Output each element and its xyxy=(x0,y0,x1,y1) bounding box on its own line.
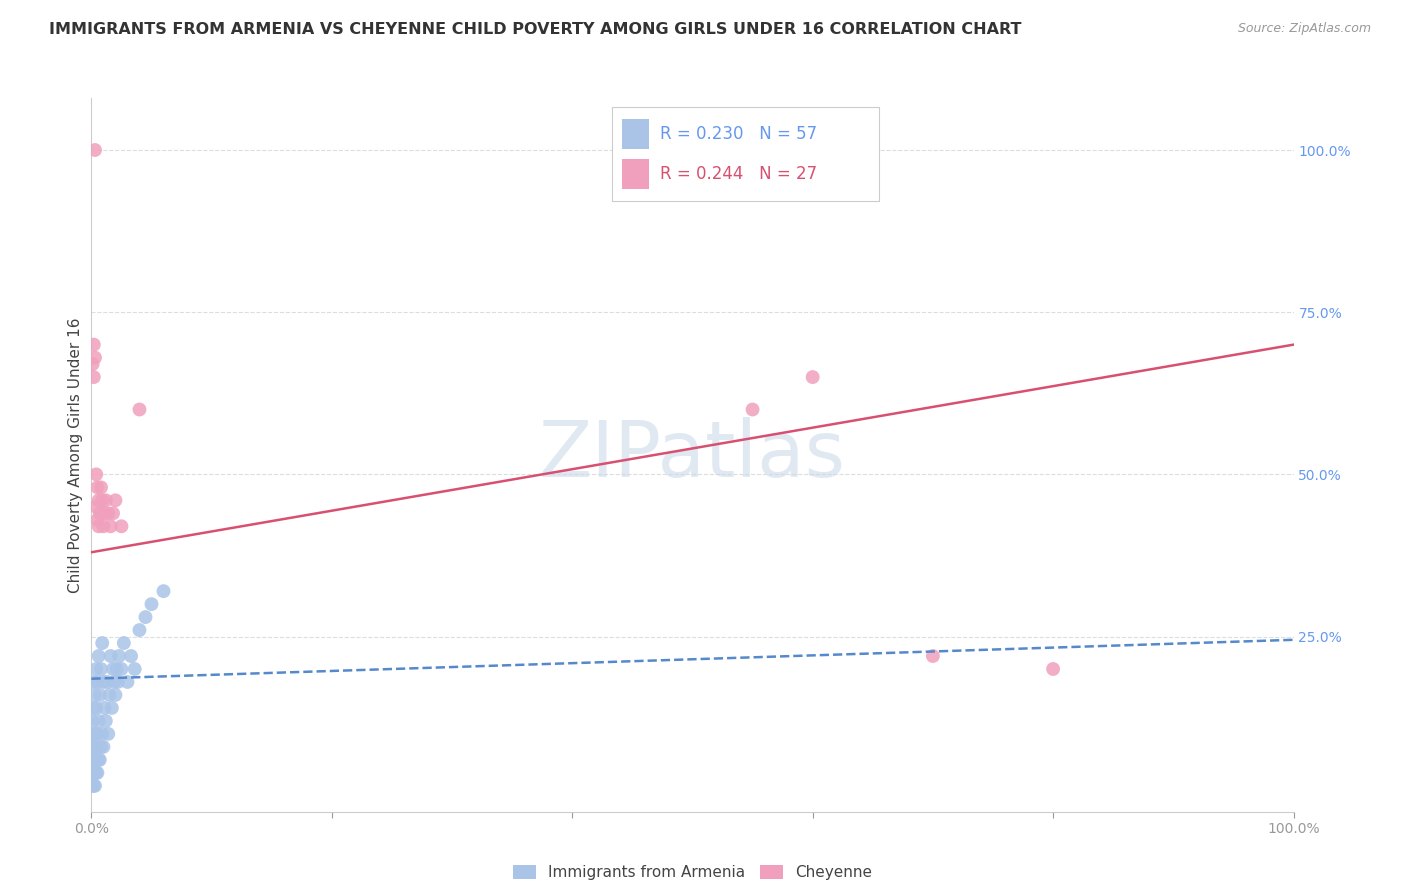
Point xyxy=(82,779,104,793)
Point xyxy=(107,675,129,690)
Point xyxy=(801,370,824,384)
Point xyxy=(97,506,120,520)
Point xyxy=(93,519,115,533)
Point xyxy=(97,727,120,741)
Point xyxy=(90,480,112,494)
Point xyxy=(84,467,107,482)
Point xyxy=(91,636,114,650)
Text: ZIPatlas: ZIPatlas xyxy=(538,417,846,493)
Point xyxy=(82,357,104,371)
Point xyxy=(108,648,131,663)
Point xyxy=(90,739,112,754)
Bar xyxy=(623,160,650,189)
Text: Source: ZipAtlas.com: Source: ZipAtlas.com xyxy=(1237,22,1371,36)
Point xyxy=(83,701,105,715)
Point xyxy=(110,662,132,676)
Point xyxy=(84,739,107,754)
Point xyxy=(83,779,105,793)
Point xyxy=(90,662,112,676)
Point xyxy=(103,675,125,690)
Point xyxy=(93,701,115,715)
Point xyxy=(83,727,105,741)
Point xyxy=(86,727,108,741)
Point xyxy=(86,765,108,780)
Point xyxy=(110,519,132,533)
Point xyxy=(83,765,105,780)
Point xyxy=(100,519,122,533)
Point xyxy=(741,402,763,417)
Point xyxy=(87,714,110,728)
Point xyxy=(120,648,142,663)
Point xyxy=(93,506,115,520)
Text: IMMIGRANTS FROM ARMENIA VS CHEYENNE CHILD POVERTY AMONG GIRLS UNDER 16 CORRELATI: IMMIGRANTS FROM ARMENIA VS CHEYENNE CHIL… xyxy=(49,22,1022,37)
Text: R = 0.244   N = 27: R = 0.244 N = 27 xyxy=(659,166,817,184)
Legend: Immigrants from Armenia, Cheyenne: Immigrants from Armenia, Cheyenne xyxy=(506,859,879,886)
Point xyxy=(104,493,127,508)
Point xyxy=(86,480,108,494)
Point xyxy=(89,753,111,767)
Point xyxy=(100,648,122,663)
Y-axis label: Child Poverty Among Girls Under 16: Child Poverty Among Girls Under 16 xyxy=(67,318,83,592)
Point xyxy=(104,688,127,702)
Point xyxy=(922,648,945,663)
Bar xyxy=(623,120,650,149)
Point xyxy=(82,739,104,754)
Point xyxy=(87,493,110,508)
Point xyxy=(117,675,139,690)
Point xyxy=(101,701,124,715)
Point xyxy=(101,506,124,520)
Point xyxy=(84,351,107,365)
Point xyxy=(93,739,115,754)
Point xyxy=(84,765,107,780)
Point xyxy=(87,753,110,767)
Point xyxy=(105,662,128,676)
Point xyxy=(98,688,121,702)
Point xyxy=(84,500,107,514)
Point xyxy=(128,623,150,637)
Point xyxy=(134,610,156,624)
Point xyxy=(84,662,107,676)
Point xyxy=(84,765,107,780)
Point xyxy=(82,765,104,780)
Point xyxy=(152,584,174,599)
Point xyxy=(84,727,107,741)
Point xyxy=(84,143,107,157)
Point xyxy=(112,636,135,650)
FancyBboxPatch shape xyxy=(612,107,879,201)
Point xyxy=(84,688,107,702)
Point xyxy=(83,675,105,690)
Point xyxy=(83,370,105,384)
Point xyxy=(87,519,110,533)
Point xyxy=(83,753,105,767)
Text: R = 0.230   N = 57: R = 0.230 N = 57 xyxy=(659,125,817,144)
Point xyxy=(128,402,150,417)
Point xyxy=(94,714,117,728)
Point xyxy=(86,675,108,690)
Point xyxy=(141,597,163,611)
Point xyxy=(84,779,107,793)
Point xyxy=(101,662,124,676)
Point xyxy=(91,493,114,508)
Point xyxy=(83,739,105,754)
Point xyxy=(94,493,117,508)
Point xyxy=(87,648,110,663)
Point xyxy=(89,688,111,702)
Point xyxy=(82,714,104,728)
Point xyxy=(89,506,111,520)
Point xyxy=(91,727,114,741)
Point xyxy=(84,753,107,767)
Point xyxy=(124,662,146,676)
Point xyxy=(93,675,115,690)
Point xyxy=(86,513,108,527)
Point xyxy=(83,337,105,351)
Point xyxy=(84,701,107,715)
Point xyxy=(1042,662,1064,676)
Point xyxy=(82,753,104,767)
Point xyxy=(96,675,118,690)
